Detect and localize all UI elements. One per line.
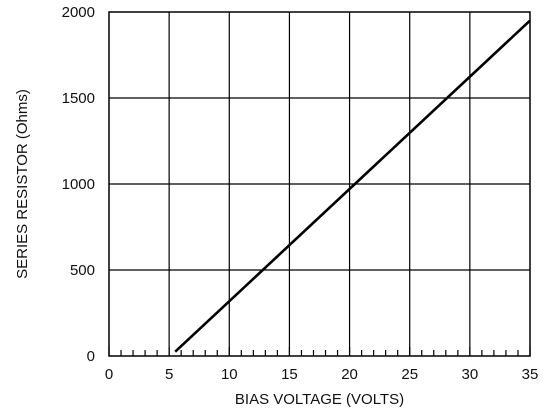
y-tick-label: 1500 [62, 90, 95, 107]
x-tick-label: 10 [221, 366, 238, 383]
tick-labels: 0 5 10 15 20 25 30 35 0 500 1000 1500 2000 [62, 4, 539, 383]
y-tick-label: 0 [87, 348, 95, 365]
grid-lines [109, 12, 530, 356]
x-tick-label: 35 [522, 366, 539, 383]
x-tick-label: 0 [105, 366, 113, 383]
x-tick-label: 30 [462, 366, 479, 383]
y-tick-label: 500 [70, 262, 95, 279]
y-tick-label: 2000 [62, 4, 95, 21]
x-tick-label: 5 [165, 366, 173, 383]
x-tick-label: 20 [341, 366, 358, 383]
axis-ticks [108, 347, 531, 356]
y-axis-title: SERIES RESISTOR (Ohms) [14, 89, 31, 279]
series-layer [174, 19, 531, 353]
y-tick-label: 1000 [62, 176, 95, 193]
x-axis-title: BIAS VOLTAGE (VOLTS) [235, 391, 404, 408]
x-tick-label: 15 [281, 366, 298, 383]
series-line [174, 19, 531, 353]
plot-frame [108, 11, 531, 357]
x-tick-label: 25 [401, 366, 418, 383]
